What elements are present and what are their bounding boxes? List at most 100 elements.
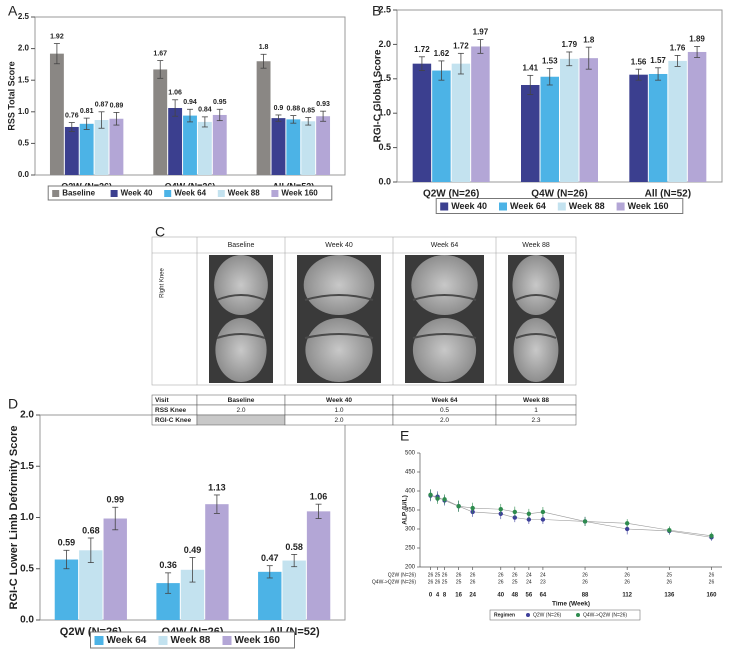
x-tick-label: Q2W (N=26) bbox=[423, 189, 479, 200]
risk-count: 26 bbox=[428, 579, 434, 585]
x-tick-label: 0 bbox=[429, 593, 433, 599]
xray-growth-plate bbox=[412, 294, 477, 301]
value-label: 1.79 bbox=[561, 40, 577, 49]
xray-growth-plate bbox=[412, 333, 477, 339]
y-tick-label: 500 bbox=[405, 451, 416, 457]
value-label: 0.36 bbox=[159, 560, 177, 570]
data-point bbox=[435, 496, 440, 501]
error-bar bbox=[320, 110, 327, 122]
error-bar bbox=[87, 537, 94, 563]
bar bbox=[648, 73, 668, 182]
bar bbox=[282, 560, 306, 620]
value-label: 1.97 bbox=[473, 28, 489, 37]
bar bbox=[306, 511, 331, 620]
error-bar bbox=[165, 572, 172, 594]
data-point bbox=[582, 519, 588, 524]
risk-count: 26 bbox=[512, 572, 518, 578]
legend-label: Q4W->Q2W (N=26) bbox=[583, 612, 627, 618]
panel-label: D bbox=[8, 396, 18, 412]
xray-growth-plate bbox=[216, 294, 266, 301]
bar bbox=[205, 504, 229, 620]
x-axis-title: Time (Week) bbox=[552, 601, 590, 608]
bar bbox=[79, 123, 94, 175]
y-tick-label: 1.5 bbox=[18, 75, 30, 84]
legend-label: Week 88 bbox=[228, 189, 260, 198]
bar bbox=[412, 63, 432, 182]
error-bar bbox=[546, 68, 553, 86]
value-label: 0.88 bbox=[287, 105, 301, 112]
legend-marker bbox=[526, 613, 530, 617]
data-point bbox=[624, 526, 630, 532]
risk-count: 26 bbox=[435, 579, 441, 585]
y-tick-label: 1.5 bbox=[378, 73, 391, 83]
data-point bbox=[498, 507, 503, 512]
bar bbox=[432, 70, 451, 182]
risk-count: 26 bbox=[709, 572, 715, 578]
y-tick-label: 0.0 bbox=[20, 615, 34, 626]
bar bbox=[271, 118, 286, 175]
value-label: 1.76 bbox=[670, 44, 686, 53]
legend-label: Week 88 bbox=[569, 201, 605, 211]
value-label: 1.62 bbox=[434, 49, 450, 58]
risk-count: 25 bbox=[667, 572, 673, 578]
bar bbox=[286, 119, 301, 175]
xray-growth-plate bbox=[304, 333, 374, 339]
y-tick-label: 2.5 bbox=[18, 12, 30, 21]
value-label: 0.85 bbox=[301, 107, 315, 114]
risk-count: 26 bbox=[667, 579, 673, 585]
legend-label: Week 160 bbox=[628, 201, 669, 211]
risk-count: 24 bbox=[526, 579, 532, 585]
y-tick-label: 1.0 bbox=[20, 512, 34, 523]
column-header: Week 40 bbox=[325, 242, 353, 249]
bar bbox=[197, 121, 212, 175]
error-bar bbox=[275, 114, 282, 122]
value-label: 0.93 bbox=[316, 101, 330, 108]
error-bar bbox=[98, 111, 105, 129]
value-label: 0.89 bbox=[110, 102, 124, 109]
table-text: 0.5 bbox=[440, 407, 449, 414]
y-tick-label: 0.5 bbox=[20, 563, 34, 574]
y-tick-label: 2.0 bbox=[18, 44, 30, 53]
legend-swatch bbox=[499, 202, 507, 211]
error-bar bbox=[527, 74, 534, 96]
bar bbox=[629, 74, 648, 182]
value-label: 1.89 bbox=[689, 35, 705, 44]
bar bbox=[183, 115, 197, 175]
value-label: 0.95 bbox=[213, 99, 227, 106]
bar bbox=[64, 126, 79, 175]
column-header: Week 64 bbox=[431, 242, 459, 249]
bar bbox=[103, 518, 127, 620]
bar bbox=[156, 583, 180, 620]
legend-label: Week 64 bbox=[107, 635, 147, 646]
risk-count: 26 bbox=[624, 579, 630, 585]
table-text: 2.0 bbox=[236, 407, 245, 414]
legend-swatch bbox=[217, 190, 225, 197]
bar bbox=[49, 53, 64, 175]
value-label: 1.8 bbox=[583, 35, 595, 44]
risk-count: 26 bbox=[456, 572, 462, 578]
x-tick-label: 136 bbox=[664, 593, 675, 599]
y-tick-label: 250 bbox=[405, 546, 416, 552]
error-bar bbox=[112, 506, 119, 531]
error-bar bbox=[266, 565, 273, 579]
value-label: 1.53 bbox=[542, 57, 558, 66]
bar bbox=[540, 76, 559, 182]
bar bbox=[258, 571, 282, 620]
data-point bbox=[456, 504, 461, 509]
data-point bbox=[709, 533, 714, 539]
y-axis-title: RSS Total Score bbox=[6, 61, 16, 130]
risk-count: 26 bbox=[428, 572, 434, 578]
panel-label: A bbox=[8, 3, 18, 19]
error-bar bbox=[566, 51, 573, 67]
value-label: 1.56 bbox=[631, 57, 647, 66]
bar bbox=[109, 118, 124, 175]
xray-femur bbox=[411, 255, 478, 315]
bar bbox=[521, 84, 540, 182]
legend-label: Week 88 bbox=[171, 635, 211, 646]
legend-label: Week 40 bbox=[121, 189, 153, 198]
panel-label: E bbox=[400, 428, 409, 444]
data-point bbox=[540, 509, 546, 515]
y-tick-label: 300 bbox=[405, 527, 416, 533]
error-bar bbox=[477, 39, 484, 54]
value-label: 1.8 bbox=[259, 44, 269, 51]
